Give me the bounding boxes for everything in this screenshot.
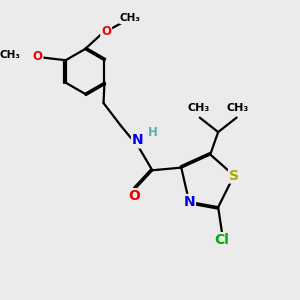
Text: O: O — [32, 50, 43, 63]
Text: N: N — [183, 195, 195, 209]
Text: CH₃: CH₃ — [0, 50, 20, 60]
Text: CH₃: CH₃ — [120, 13, 141, 23]
Text: O: O — [128, 189, 140, 203]
Text: Cl: Cl — [215, 233, 230, 247]
Text: CH₃: CH₃ — [187, 103, 209, 113]
Text: N: N — [132, 134, 144, 148]
Text: H: H — [148, 126, 158, 139]
Text: S: S — [229, 169, 239, 182]
Text: O: O — [101, 25, 111, 38]
Text: CH₃: CH₃ — [227, 103, 249, 113]
